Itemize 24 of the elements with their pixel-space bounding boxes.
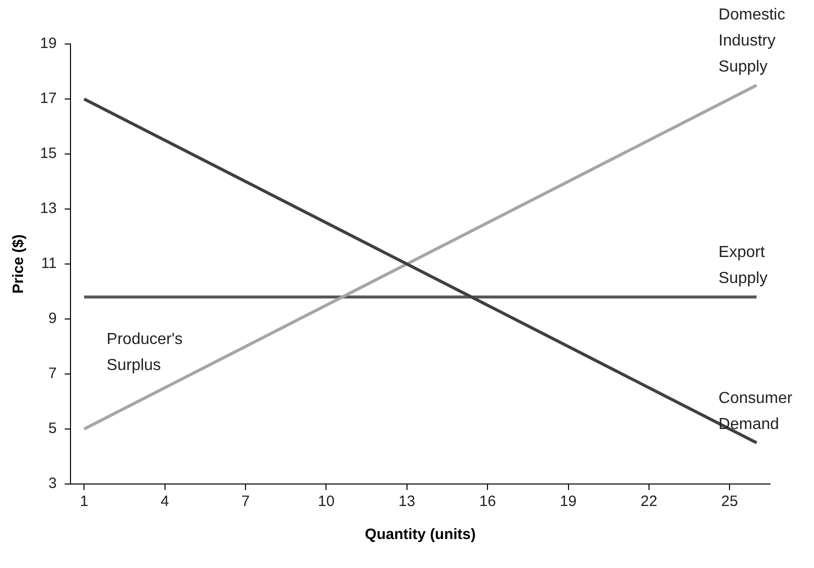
- x-tick-label: 19: [560, 493, 577, 510]
- x-tick-label: 16: [479, 493, 496, 510]
- y-axis-title: Price ($): [10, 234, 28, 294]
- y-tick-label: 9: [48, 310, 57, 328]
- x-tick-label: 7: [241, 493, 250, 510]
- x-tick-label: 22: [640, 493, 658, 510]
- y-tick-label: 19: [40, 35, 57, 52]
- y-tick-label: 5: [48, 420, 57, 438]
- x-tick-label: 1: [80, 493, 88, 510]
- y-tick-label: 15: [40, 145, 57, 162]
- y-tick-label: 11: [41, 255, 57, 272]
- x-tick-label: 13: [398, 493, 416, 510]
- series-label: Domestic Industry Supply: [718, 6, 786, 76]
- y-tick-label: 3: [48, 475, 57, 492]
- y-tick-label: 13: [40, 200, 57, 218]
- x-tick-label: 4: [160, 493, 169, 510]
- y-tick-label: 17: [40, 90, 57, 108]
- x-axis-title: Quantity (units): [364, 526, 476, 544]
- y-tick-label: 7: [48, 365, 57, 382]
- annotation: Producer's Surplus: [106, 331, 183, 374]
- series-label: Consumer Demand: [718, 390, 794, 433]
- x-tick-label: 10: [318, 493, 335, 510]
- series-label: Export Supply: [718, 244, 768, 287]
- x-tick-label: 25: [721, 493, 738, 510]
